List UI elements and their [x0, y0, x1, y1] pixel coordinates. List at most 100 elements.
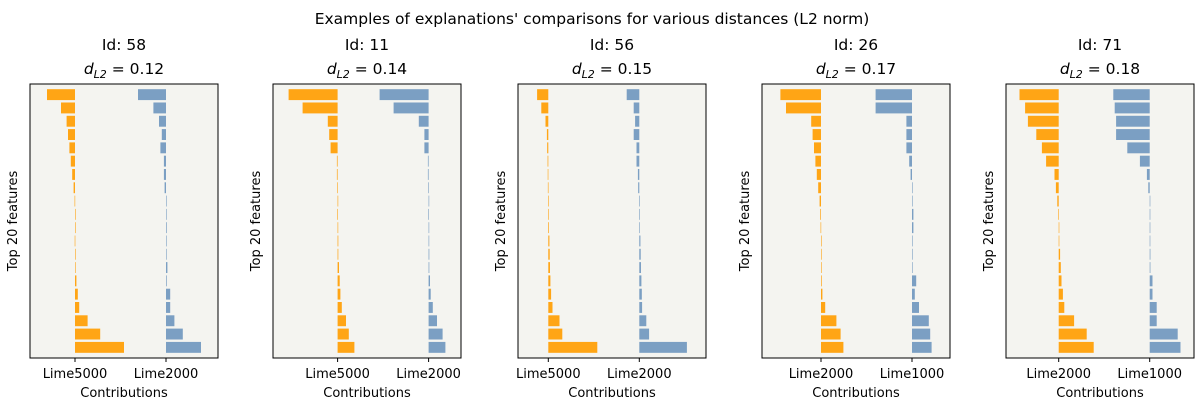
bar-left-6 [336, 155, 338, 167]
bar-right-8 [164, 182, 166, 194]
bar-right-6 [163, 155, 166, 167]
bar-right-18 [639, 315, 647, 327]
bar-left-12 [548, 235, 550, 247]
bar-left-12 [337, 235, 339, 247]
bar-right-15 [166, 275, 167, 287]
bar-right-10 [912, 208, 914, 220]
bar-right-20 [166, 341, 201, 353]
bar-right-9 [428, 195, 430, 207]
bar-right-7 [910, 168, 912, 180]
bar-right-9 [166, 195, 167, 207]
bar-left-17 [1058, 302, 1065, 313]
bar-right-5 [160, 142, 166, 154]
bar-left-7 [72, 168, 75, 180]
bar-right-1 [626, 89, 640, 101]
y-axis-label: Top 20 features [6, 171, 21, 273]
bar-right-8 [1148, 182, 1150, 194]
bar-left-14 [1058, 262, 1061, 274]
x-axis-label: Contributions [1056, 386, 1144, 401]
plot-area [30, 84, 218, 358]
figure-title: Examples of explanations' comparisons fo… [315, 10, 870, 28]
bar-right-19 [639, 328, 650, 340]
bar-right-5 [636, 142, 640, 154]
bar-left-16 [75, 288, 78, 300]
bar-left-11 [337, 222, 339, 234]
axes-frame [517, 83, 707, 359]
bar-right-20 [912, 341, 932, 353]
x-tick-label: Lime5000 [43, 367, 108, 382]
bar-left-13 [1058, 248, 1061, 260]
bar-left-20 [337, 341, 355, 353]
bar-right-7 [163, 168, 166, 180]
bar-left-18 [1058, 315, 1075, 327]
panel-title-distance: dL2 = 0.18 [1060, 60, 1140, 81]
bar-left-11 [75, 222, 76, 234]
bar-right-17 [912, 302, 919, 313]
bar-right-19 [1149, 328, 1178, 340]
bar-right-6 [909, 155, 912, 167]
chart-panel-2: Lime5000 Lime2000 Contributions Top 20 feat… [249, 36, 462, 401]
bar-left-9 [1057, 195, 1059, 207]
bar-right-13 [1149, 248, 1151, 260]
bar-right-10 [166, 208, 167, 220]
bar-left-8 [337, 182, 338, 194]
bar-left-7 [1054, 168, 1059, 180]
bar-right-10 [1149, 208, 1151, 220]
bar-right-12 [428, 235, 430, 247]
bar-left-6 [1046, 155, 1059, 167]
panel-title-id: Id: 71 [1078, 36, 1122, 54]
bar-left-2 [61, 102, 75, 114]
bar-left-4 [1036, 129, 1059, 140]
axes-frame [29, 83, 219, 359]
bar-left-20 [1058, 341, 1094, 353]
bar-right-2 [153, 102, 166, 114]
bar-right-1 [875, 89, 912, 101]
bar-left-5 [330, 142, 338, 154]
panel-title-distance: dL2 = 0.17 [816, 60, 896, 81]
panel-title-distance: dL2 = 0.15 [572, 60, 652, 81]
panel-title-id: Id: 26 [834, 36, 878, 54]
bar-right-12 [166, 235, 167, 247]
bar-left-14 [337, 262, 339, 274]
bar-right-15 [912, 275, 917, 287]
bar-left-1 [288, 89, 338, 101]
axes-frame [761, 83, 951, 359]
bar-left-8 [73, 182, 75, 194]
bar-left-6 [815, 155, 821, 167]
bar-right-13 [912, 248, 913, 260]
bar-left-15 [1058, 275, 1062, 287]
x-tick-label: Lime2000 [607, 367, 672, 382]
bar-right-20 [639, 341, 687, 353]
bar-right-11 [1149, 222, 1151, 234]
bar-right-6 [636, 155, 640, 167]
bar-left-3 [327, 115, 338, 127]
bar-right-1 [379, 89, 429, 101]
bar-left-4 [546, 129, 549, 140]
bar-right-10 [639, 208, 640, 220]
bar-left-19 [548, 328, 563, 340]
bar-right-11 [428, 222, 430, 234]
bar-right-9 [1149, 195, 1151, 207]
bar-left-3 [66, 115, 75, 127]
x-tick-label: Lime5000 [305, 367, 370, 382]
bar-left-8 [818, 182, 821, 194]
bar-right-12 [1149, 235, 1151, 247]
bar-left-5 [1041, 142, 1059, 154]
bar-right-13 [428, 248, 430, 260]
bar-left-19 [337, 328, 349, 340]
bar-right-7 [427, 168, 429, 180]
bar-right-11 [639, 222, 640, 234]
y-axis-label: Top 20 features [494, 171, 509, 273]
bar-right-12 [912, 235, 913, 247]
bar-right-18 [912, 315, 929, 327]
bar-left-9 [548, 195, 549, 207]
bar-right-8 [912, 182, 913, 194]
axes-frame [1005, 83, 1195, 359]
x-tick-label: Lime1000 [1117, 367, 1182, 382]
bar-left-17 [337, 302, 342, 313]
bar-left-13 [821, 248, 822, 260]
bar-right-16 [166, 288, 171, 300]
bar-left-7 [547, 168, 549, 180]
bar-right-2 [875, 102, 912, 114]
